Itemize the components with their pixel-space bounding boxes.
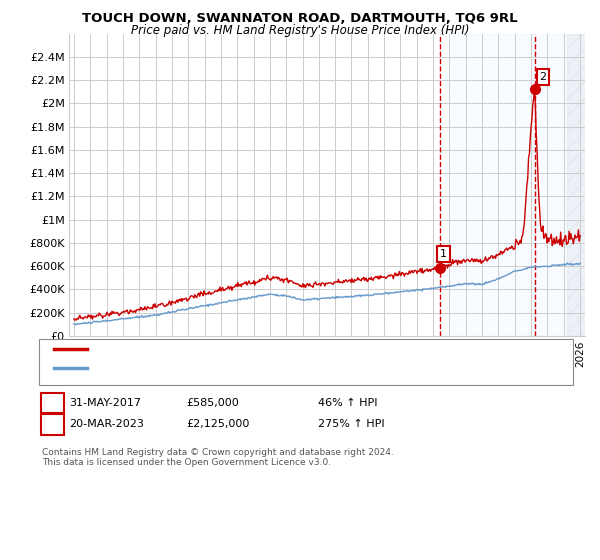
Bar	[567, 34, 600, 336]
Text: 2: 2	[539, 72, 547, 82]
Text: TOUCH DOWN, SWANNATON ROAD, DARTMOUTH, TQ6 9RL (detached house): TOUCH DOWN, SWANNATON ROAD, DARTMOUTH, T…	[93, 344, 477, 354]
Text: 46% ↑ HPI: 46% ↑ HPI	[318, 398, 377, 408]
Text: £585,000: £585,000	[186, 398, 239, 408]
Text: 1: 1	[49, 396, 56, 409]
Text: 2: 2	[49, 418, 56, 431]
Text: £2,125,000: £2,125,000	[186, 419, 250, 430]
Text: 31-MAY-2017: 31-MAY-2017	[69, 398, 141, 408]
Text: TOUCH DOWN, SWANNATON ROAD, DARTMOUTH, TQ6 9RL: TOUCH DOWN, SWANNATON ROAD, DARTMOUTH, T…	[82, 12, 518, 25]
Bar	[449, 34, 600, 336]
Text: 1: 1	[440, 249, 447, 259]
Text: Price paid vs. HM Land Registry's House Price Index (HPI): Price paid vs. HM Land Registry's House …	[131, 24, 469, 37]
Text: HPI: Average price, detached house, South Hams: HPI: Average price, detached house, Sout…	[93, 363, 338, 373]
Text: Contains HM Land Registry data © Crown copyright and database right 2024.
This d: Contains HM Land Registry data © Crown c…	[42, 448, 394, 468]
Text: 275% ↑ HPI: 275% ↑ HPI	[318, 419, 385, 430]
Text: 20-MAR-2023: 20-MAR-2023	[69, 419, 144, 430]
